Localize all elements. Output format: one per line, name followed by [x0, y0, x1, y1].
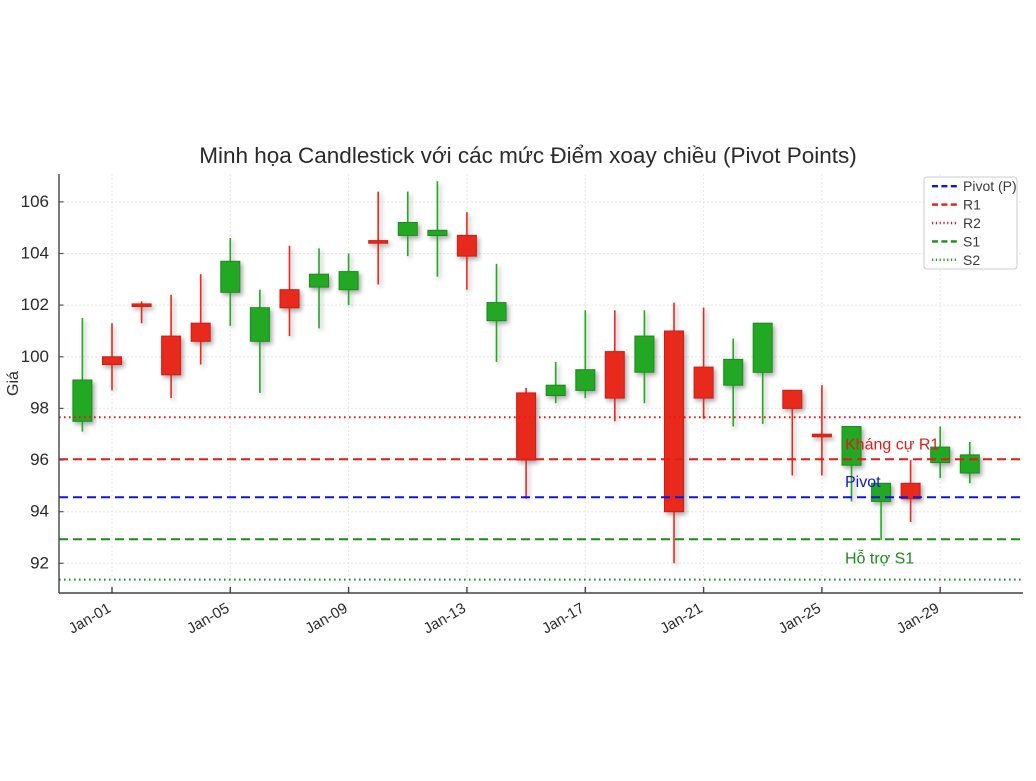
svg-text:S2: S2 — [963, 252, 980, 268]
svg-text:Pivot (P): Pivot (P) — [963, 178, 1017, 194]
svg-text:106: 106 — [21, 192, 49, 211]
svg-text:98: 98 — [30, 398, 49, 417]
svg-text:Minh họa Candlestick với các m: Minh họa Candlestick với các mức Điểm xo… — [199, 143, 857, 168]
svg-text:Hỗ trợ S1: Hỗ trợ S1 — [845, 548, 914, 567]
svg-text:92: 92 — [30, 553, 49, 572]
svg-text:Kháng cự R1: Kháng cự R1 — [845, 436, 939, 453]
svg-text:102: 102 — [21, 295, 49, 314]
svg-text:S1: S1 — [963, 233, 980, 249]
svg-text:R2: R2 — [963, 215, 981, 231]
svg-text:Pivot: Pivot — [845, 474, 881, 491]
svg-text:R1: R1 — [963, 197, 981, 213]
svg-text:100: 100 — [21, 347, 49, 366]
svg-text:96: 96 — [30, 450, 49, 469]
svg-text:94: 94 — [30, 502, 49, 521]
svg-text:104: 104 — [21, 244, 49, 263]
svg-text:Giá: Giá — [5, 371, 22, 396]
